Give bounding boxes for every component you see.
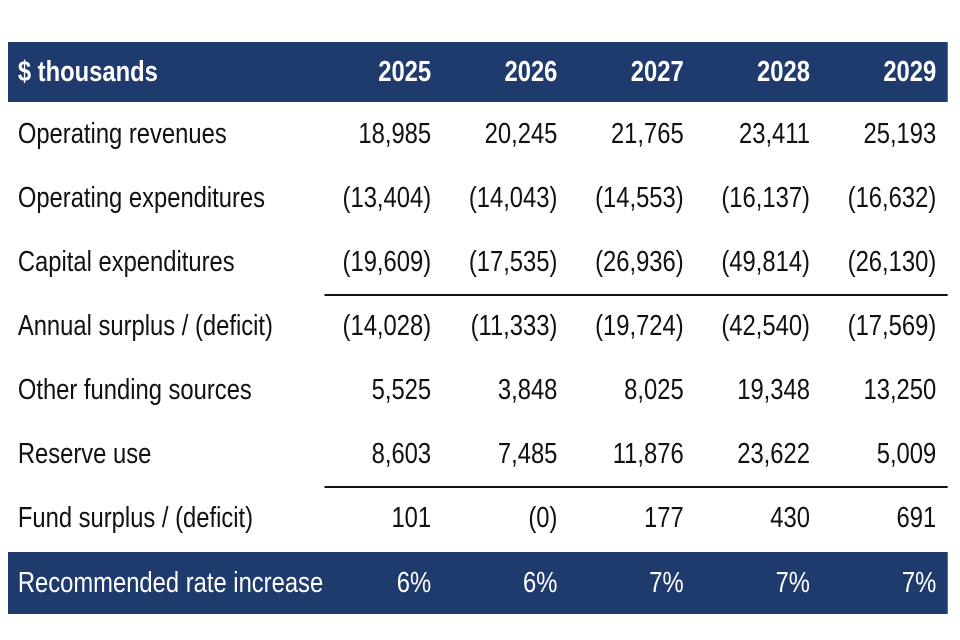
- row-label: Capital expenditures: [17, 245, 235, 278]
- row-label: Other funding sources: [17, 373, 252, 406]
- footer-label: Recommended rate increase: [17, 566, 324, 599]
- table-cell: (49,814): [721, 245, 810, 278]
- row-label: Annual surplus / (deficit): [17, 309, 273, 342]
- table-cell: 8,025: [624, 373, 684, 406]
- table-cell: 21,765: [610, 117, 684, 150]
- table-row-capital-expenditures: Capital expenditures (19,609) (17,535) (…: [8, 230, 948, 294]
- table-cell: 11,876: [612, 437, 684, 470]
- table-cell: 5,525: [371, 373, 432, 406]
- table-row-fund-surplus: Fund surplus / (deficit) 101 (0) 177 430…: [8, 486, 948, 550]
- table-cell: (14,043): [468, 181, 558, 214]
- table-cell: 101: [391, 501, 432, 534]
- table-cell: (26,130): [847, 245, 937, 278]
- row-label: Reserve use: [17, 437, 152, 470]
- table-cell: (19,724): [595, 309, 684, 342]
- footer-cell: 7%: [775, 566, 810, 599]
- row-label: Operating revenues: [17, 117, 227, 150]
- header-year-2028: 2028: [757, 55, 810, 88]
- table-cell: (42,540): [721, 309, 810, 342]
- table-cell: (0): [528, 501, 558, 534]
- footer-cell: 6%: [523, 566, 558, 599]
- table-cell: (14,553): [595, 181, 684, 214]
- table-cell: 25,193: [863, 117, 937, 150]
- header-year-2029: 2029: [883, 55, 937, 88]
- table-row-other-funding-sources: Other funding sources 5,525 3,848 8,025 …: [8, 358, 948, 422]
- table-cell: 430: [770, 501, 810, 534]
- table-cell: (17,535): [468, 245, 558, 278]
- row-label: Fund surplus / (deficit): [17, 501, 254, 534]
- table-cell: 18,985: [358, 117, 432, 150]
- header-year-2027: 2027: [630, 55, 684, 88]
- table-cell: (26,936): [595, 245, 684, 278]
- table-cell: (14,028): [342, 309, 432, 342]
- table-cell: 691: [896, 501, 937, 534]
- table-header-row: $ thousands 2025 2026 2027 2028 2029: [8, 42, 948, 102]
- table-row-operating-revenues: Operating revenues 18,985 20,245 21,765 …: [8, 102, 948, 166]
- table-cell: 19,348: [737, 373, 810, 406]
- table-cell: 23,411: [738, 117, 810, 150]
- table-cell: 177: [643, 501, 684, 534]
- table-cell: 5,009: [876, 437, 937, 470]
- table-cell: 13,250: [863, 373, 937, 406]
- table-cell: (16,632): [847, 181, 937, 214]
- table-footer-row: Recommended rate increase 6% 6% 7% 7% 7%: [8, 552, 948, 614]
- table-cell: (19,609): [342, 245, 432, 278]
- header-label: $ thousands: [17, 55, 158, 88]
- financial-table: $ thousands 2025 2026 2027 2028 2029 Ope…: [8, 42, 948, 614]
- header-year-2025: 2025: [378, 55, 432, 88]
- footer-cell: 6%: [396, 566, 432, 599]
- table-cell: 23,622: [737, 437, 810, 470]
- table-cell: 8,603: [371, 437, 432, 470]
- header-year-2026: 2026: [504, 55, 558, 88]
- table-cell: (17,569): [847, 309, 937, 342]
- table-row-operating-expenditures: Operating expenditures (13,404) (14,043)…: [8, 166, 948, 230]
- table-cell: (13,404): [342, 181, 432, 214]
- table-cell: 3,848: [497, 373, 558, 406]
- footer-cell: 7%: [649, 566, 684, 599]
- footer-cell: 7%: [901, 566, 937, 599]
- table-cell: 7,485: [497, 437, 558, 470]
- table-cell: (16,137): [721, 181, 810, 214]
- table-cell: 20,245: [484, 117, 558, 150]
- table-row-annual-surplus: Annual surplus / (deficit) (14,028) (11,…: [8, 294, 948, 358]
- table-row-reserve-use: Reserve use 8,603 7,485 11,876 23,622 5,…: [8, 422, 948, 486]
- table-cell: (11,333): [470, 309, 558, 342]
- row-label: Operating expenditures: [17, 181, 266, 214]
